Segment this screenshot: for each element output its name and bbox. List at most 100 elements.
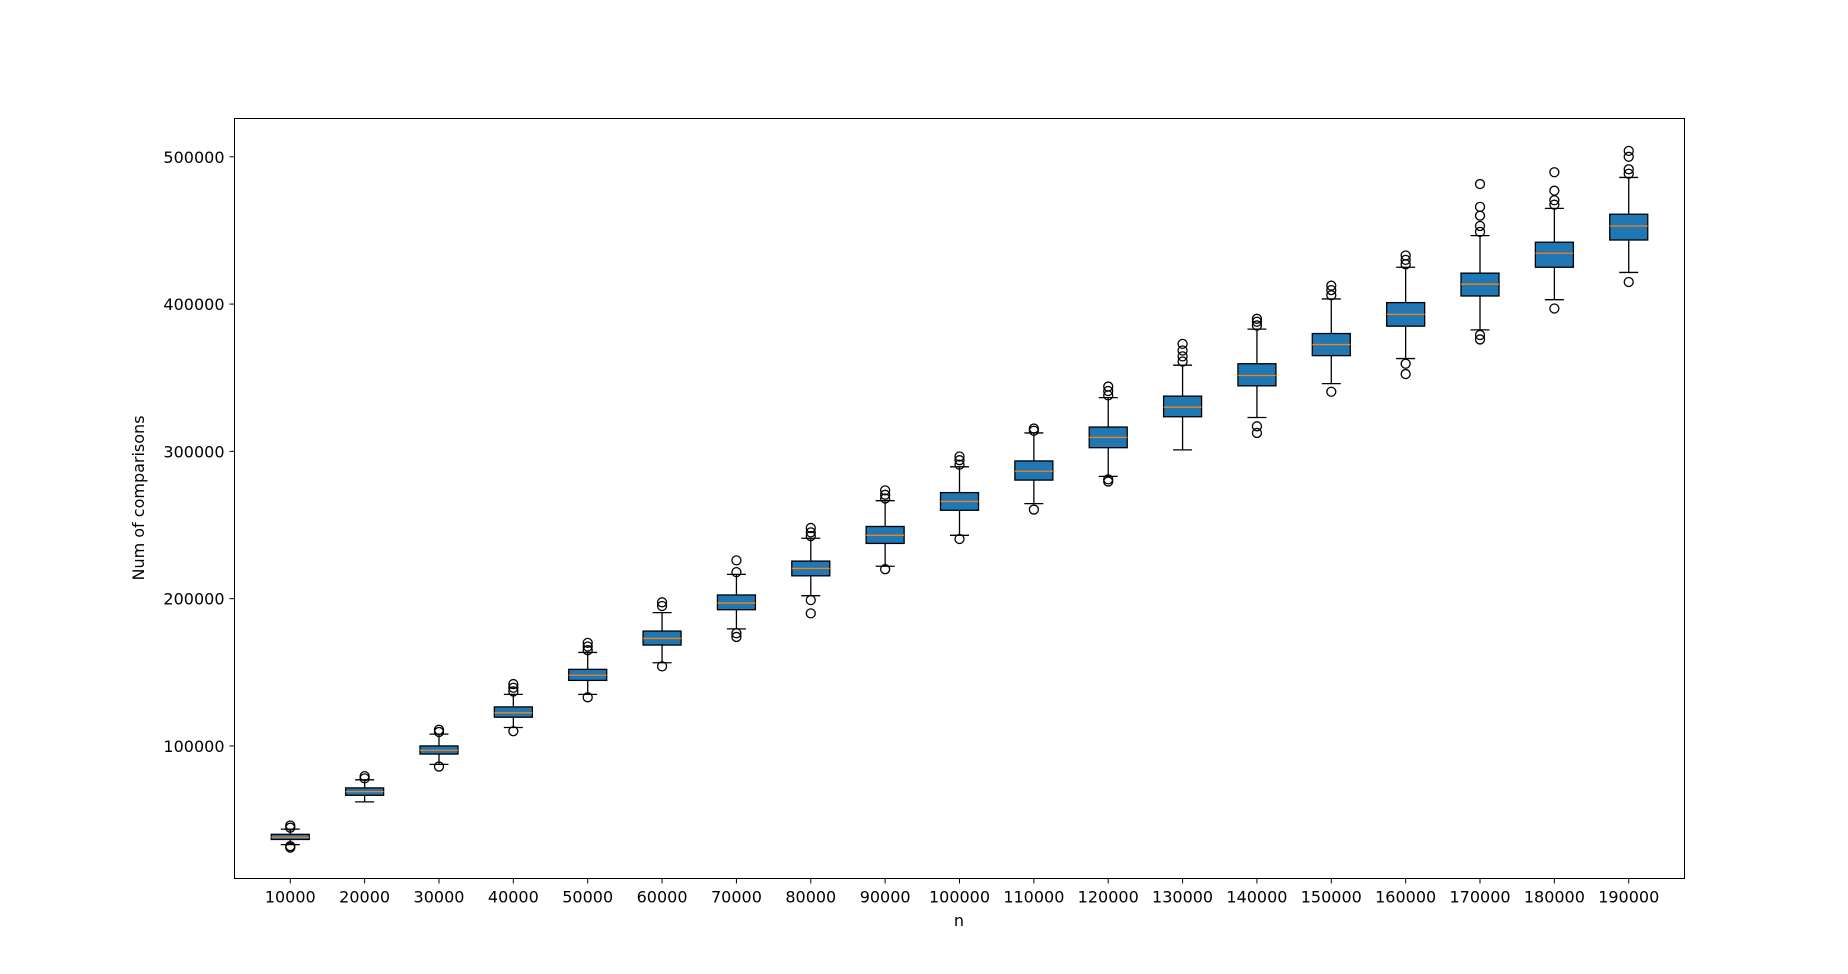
y-tick-label: 500000 — [163, 148, 224, 167]
outlier-point — [805, 527, 816, 538]
outlier-point — [805, 608, 816, 619]
outlier-point — [1028, 504, 1040, 515]
iqr-box — [1237, 363, 1277, 387]
plot-area — [270, 145, 1649, 853]
outlier-point — [1474, 220, 1486, 232]
box-180000 — [1534, 167, 1575, 314]
x-tick-label: 40000 — [488, 888, 539, 907]
outlier-point — [879, 489, 891, 500]
outlier-point — [731, 555, 742, 566]
box-160000 — [1386, 250, 1426, 380]
box-40000 — [493, 678, 533, 737]
outlier-point — [1251, 427, 1263, 439]
outlier-point — [1623, 276, 1634, 288]
y-tick-label: 100000 — [163, 737, 224, 756]
outlier-point — [1177, 356, 1188, 367]
x-tick-label: 190000 — [1598, 888, 1659, 907]
box-140000 — [1237, 313, 1277, 439]
outlier-point — [1623, 168, 1634, 179]
outlier-point — [359, 770, 370, 782]
outlier-point — [1623, 164, 1634, 175]
outlier-point — [508, 678, 519, 690]
x-tick-label: 170000 — [1449, 888, 1510, 907]
outlier-point — [1474, 334, 1486, 345]
outlier-point — [954, 533, 965, 545]
outlier-point — [1251, 316, 1263, 327]
y-tick-label: 200000 — [163, 590, 224, 609]
x-axis-label: n — [954, 911, 964, 930]
outlier-point — [582, 637, 593, 648]
x-tick-label: 60000 — [637, 888, 688, 907]
outlier-point — [1549, 199, 1560, 210]
outlier-point — [1177, 351, 1188, 362]
y-tick-label: 300000 — [163, 442, 224, 461]
outlier-point — [1474, 201, 1486, 213]
box-10000 — [270, 820, 310, 853]
outlier-point — [1474, 329, 1486, 341]
outlier-point — [508, 682, 519, 693]
outlier-point — [1326, 280, 1337, 291]
outlier-point — [582, 692, 593, 703]
outlier-point — [879, 485, 891, 496]
x-tick-label: 30000 — [414, 888, 465, 907]
outlier-point — [656, 600, 668, 612]
x-tick-label: 180000 — [1524, 888, 1585, 907]
iqr-box — [1014, 460, 1054, 481]
box-190000 — [1609, 145, 1649, 288]
outlier-point — [1177, 338, 1188, 349]
iqr-box — [1609, 213, 1649, 241]
outlier-point — [1103, 381, 1114, 392]
outlier-point — [1028, 423, 1040, 434]
box-70000 — [716, 555, 757, 643]
box-110000 — [1014, 423, 1054, 515]
box-100000 — [939, 451, 980, 545]
box-120000 — [1088, 381, 1128, 487]
x-tick-label: 100000 — [929, 888, 990, 907]
outlier-point — [1326, 284, 1337, 296]
x-tick-label: 80000 — [785, 888, 836, 907]
outlier-point — [805, 530, 816, 542]
outlier-point — [508, 726, 519, 737]
outlier-point — [1623, 145, 1634, 157]
outlier-point — [1400, 358, 1411, 369]
x-tick-label: 10000 — [265, 888, 316, 907]
y-axis-ticks: 100000 200000 300000 400000 500000 — [163, 148, 235, 756]
x-tick-label: 150000 — [1301, 888, 1362, 907]
x-tick-label: 90000 — [860, 888, 911, 907]
outlier-point — [954, 451, 965, 462]
outlier-point — [1400, 250, 1411, 261]
outlier-point — [1103, 385, 1114, 397]
outlier-point — [879, 493, 891, 504]
box-150000 — [1311, 280, 1351, 397]
box-20000 — [344, 770, 385, 803]
x-tick-label: 120000 — [1078, 888, 1139, 907]
outlier-point — [731, 566, 742, 578]
outlier-point — [582, 641, 593, 652]
y-tick-label: 400000 — [163, 295, 224, 314]
x-tick-label: 110000 — [1003, 888, 1064, 907]
iqr-box — [716, 594, 757, 611]
outlier-point — [1549, 167, 1560, 178]
outlier-point — [954, 459, 965, 470]
x-tick-label: 50000 — [562, 888, 613, 907]
box-170000 — [1460, 178, 1500, 345]
outlier-point — [954, 455, 965, 466]
outlier-point — [1251, 313, 1263, 324]
outlier-point — [285, 820, 296, 831]
box-60000 — [642, 597, 682, 672]
iqr-box — [493, 706, 533, 718]
outlier-point — [1251, 320, 1263, 331]
box-50000 — [568, 637, 608, 703]
box-30000 — [419, 724, 459, 772]
outlier-point — [433, 724, 445, 735]
outlier-point — [1400, 254, 1411, 266]
x-tick-label: 140000 — [1226, 888, 1287, 907]
outlier-point — [1326, 386, 1337, 397]
outlier-point — [731, 628, 742, 639]
outlier-point — [285, 840, 296, 852]
iqr-box — [1534, 241, 1575, 268]
outlier-point — [1103, 474, 1114, 485]
outlier-point — [508, 686, 519, 697]
